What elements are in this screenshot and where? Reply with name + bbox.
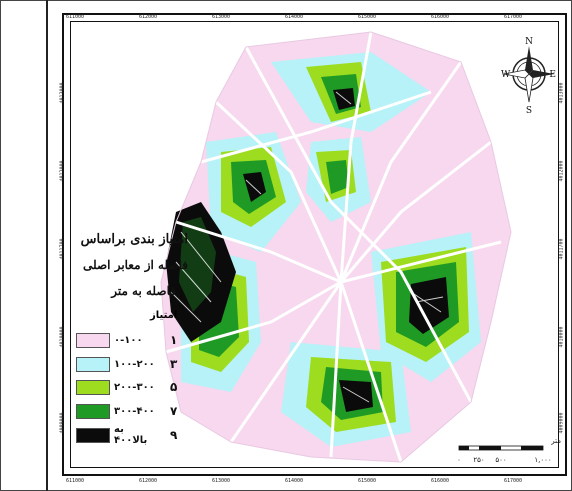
scale-bar: متر ۰ ۲۵۰ ۵۰۰ ۱,۰۰۰ — [457, 437, 561, 464]
legend-title-line3: فاصله به متر — [111, 284, 176, 298]
legend-score-header: امتیاز — [150, 310, 178, 321]
study-area-boundary — [160, 31, 512, 463]
scale-label: ۵۰۰ — [495, 456, 506, 464]
legend-swatch — [76, 332, 110, 348]
x-tick-top: 615000 — [358, 14, 377, 20]
x-tick-top: 613000 — [212, 14, 231, 20]
y-tick-left: 4012000 — [59, 160, 66, 182]
y-tick-right: 4010000 — [558, 326, 565, 348]
legend-item: به بالا۴۰۰ ۹ — [76, 424, 186, 446]
x-tick-bottom: 614000 — [285, 478, 304, 484]
scale-label: ۰ — [457, 456, 461, 464]
scale-label: ۱,۰۰۰ — [534, 456, 551, 464]
legend-range: ۳۰۰-۴۰۰ — [114, 405, 155, 417]
x-tick-top: 616000 — [431, 14, 450, 20]
scale-label: ۲۵۰ — [473, 456, 484, 464]
legend-score: ۷ — [170, 404, 178, 418]
legend-range: ۲۰۰-۳۰۰ — [114, 381, 155, 393]
legend-item: ۲۰۰-۳۰۰ ۵ — [76, 378, 186, 396]
x-tick-top: 611000 — [66, 14, 85, 20]
legend-swatch — [76, 356, 110, 372]
legend-item: ۳۰۰-۴۰۰ ۷ — [76, 402, 186, 420]
y-tick-right: 4013000 — [558, 82, 565, 104]
left-divider — [46, 0, 48, 491]
y-tick-right: 4011700 — [558, 238, 565, 260]
legend-item: ۱۰۰-۲۰۰ ۳ — [76, 355, 186, 373]
map-canvas — [70, 21, 559, 468]
x-tick-bottom: 615000 — [358, 478, 377, 484]
legend-score: ۵ — [170, 380, 178, 394]
y-tick-right: 4009000 — [558, 412, 565, 434]
buffer-400-plus-east — [409, 277, 449, 334]
local-streets — [170, 91, 444, 403]
scale-unit: متر — [550, 437, 561, 445]
legend-range: به بالا۴۰۰ — [114, 424, 148, 446]
east-label: E — [549, 70, 556, 80]
buffer-400-plus-west-edge — [166, 202, 236, 342]
north-label: N — [525, 37, 533, 47]
legend-score: ۳ — [170, 357, 178, 371]
west-label: W — [501, 70, 511, 80]
legend-title-line2: فاصله از معابر اصلی — [83, 258, 188, 272]
legend-item: ۰-۱۰۰ ۱ — [76, 331, 186, 349]
y-tick-left: 4013000 — [59, 82, 66, 104]
legend-swatch — [76, 403, 110, 419]
legend-range: ۰-۱۰۰ — [114, 334, 143, 346]
legend-swatch — [76, 427, 110, 443]
buffer-300-400-center — [326, 160, 349, 194]
x-tick-bottom: 617000 — [504, 478, 523, 484]
y-tick-left: 4011700 — [59, 238, 66, 260]
buffer-400-plus-west — [243, 172, 266, 202]
legend-swatch — [76, 379, 110, 395]
x-tick-bottom: 612000 — [139, 478, 158, 484]
buffer-400-plus-south — [339, 380, 373, 412]
south-label: S — [526, 106, 532, 116]
x-tick-top: 617000 — [504, 14, 523, 20]
legend-score: ۱ — [170, 333, 178, 347]
road-network — [165, 31, 502, 463]
legend-range: ۱۰۰-۲۰۰ — [114, 358, 155, 370]
y-tick-left: 4009000 — [59, 412, 66, 434]
x-tick-bottom: 613000 — [212, 478, 231, 484]
legend-title-line1: امتیاز بندی براساس — [80, 232, 188, 247]
x-tick-top: 614000 — [285, 14, 304, 20]
y-tick-left: 4010000 — [59, 326, 66, 348]
north-arrow-icon: N S E W — [501, 37, 556, 116]
x-tick-bottom: 616000 — [431, 478, 450, 484]
y-tick-right: 4012000 — [558, 160, 565, 182]
x-tick-top: 612000 — [139, 14, 158, 20]
legend-score: ۹ — [170, 428, 178, 442]
suitability-map — [160, 31, 512, 463]
x-tick-bottom: 611000 — [66, 478, 85, 484]
